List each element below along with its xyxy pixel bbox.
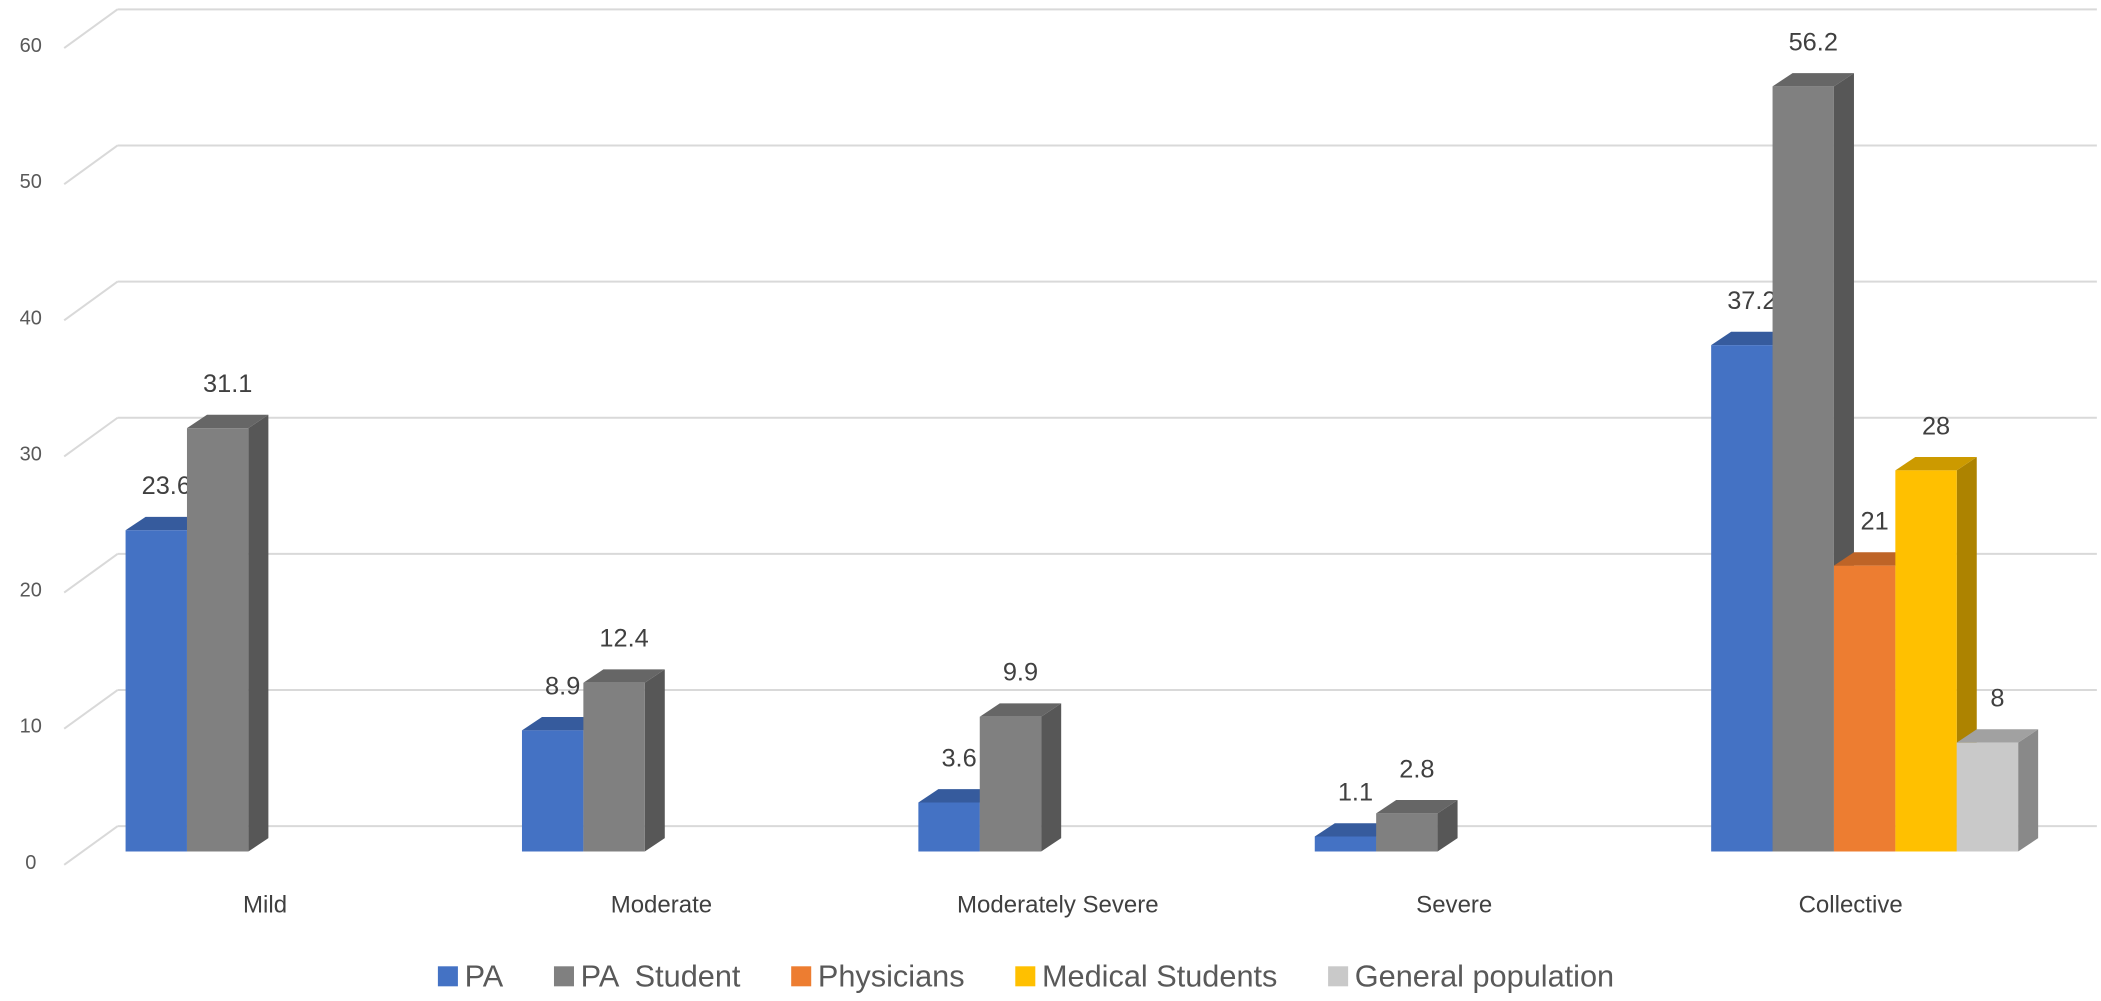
bar-front: [1956, 742, 2019, 852]
data-label: 12.4: [599, 625, 648, 653]
data-label: 28: [1922, 412, 1950, 440]
legend-swatch: [1328, 966, 1349, 987]
grid-line: [63, 144, 119, 185]
legend-label: General population: [1355, 958, 1614, 993]
bar-front: [1376, 813, 1438, 852]
bar: [979, 703, 1062, 852]
bar: [186, 414, 269, 852]
legend-label: PA Student: [581, 958, 741, 993]
legend-label: Physicians: [818, 958, 965, 993]
bar-top: [1711, 331, 1793, 346]
x-tick-label: Moderately Severe: [957, 892, 1159, 919]
grid-line: [63, 416, 119, 458]
data-label: 1.1: [1338, 779, 1373, 807]
bar-front: [918, 802, 980, 852]
legend-swatch: [437, 966, 458, 987]
legend-swatch: [1015, 966, 1036, 987]
bar-side: [1041, 703, 1062, 852]
bar-front: [186, 428, 249, 852]
bar-top: [979, 703, 1062, 717]
bar-top: [125, 516, 207, 531]
legend-label: Medical Students: [1042, 958, 1277, 993]
y-tick-label: 10: [20, 716, 42, 738]
legend-swatch: [553, 966, 574, 987]
bar-front: [521, 730, 584, 852]
x-tick-label: Severe: [1416, 892, 1492, 919]
grid-line: [63, 689, 119, 730]
data-label: 31.1: [203, 370, 252, 398]
grid-line: [63, 553, 119, 594]
bar: [583, 669, 665, 852]
legend-swatch: [791, 966, 812, 987]
bar-front: [1711, 345, 1773, 852]
bar-top: [186, 414, 269, 429]
data-label: 3.6: [941, 745, 976, 773]
legend-label: PA: [465, 958, 504, 993]
bar-front: [1314, 836, 1377, 852]
data-label: 23.6: [142, 472, 191, 500]
y-tick-label: 20: [20, 580, 42, 602]
bar-front: [1772, 86, 1834, 852]
bar-front: [1833, 565, 1896, 852]
y-tick-label: 0: [25, 852, 36, 874]
bar: [1956, 729, 2039, 852]
bar-top: [1314, 823, 1397, 837]
bar: [1376, 800, 1458, 852]
data-label: 2.8: [1399, 755, 1434, 783]
bar-front: [1895, 470, 1957, 852]
bar-side: [2018, 729, 2039, 852]
bar-top: [1956, 729, 2039, 743]
bar-front: [979, 716, 1042, 852]
bar-top: [1833, 552, 1916, 566]
y-tick-label: 50: [20, 171, 42, 193]
bar-top: [918, 789, 1000, 803]
bar-front: [125, 530, 187, 852]
grid-line: [63, 280, 119, 322]
data-label: 8.9: [545, 672, 580, 700]
bar-side: [1437, 800, 1458, 852]
bar-top: [521, 717, 604, 731]
data-label: 37.2: [1727, 287, 1776, 315]
bar-top: [1895, 456, 1977, 471]
y-tick-label: 60: [20, 35, 42, 57]
x-tick-label: Collective: [1799, 892, 1903, 919]
grid-line: [63, 8, 119, 49]
data-label: 56.2: [1789, 28, 1838, 56]
bar-top: [583, 669, 665, 683]
bar-side: [248, 414, 269, 852]
grid-line: [63, 825, 119, 866]
y-tick-label: 30: [20, 443, 42, 465]
bar-top: [1376, 800, 1458, 814]
bar-top: [1772, 73, 1854, 87]
data-label: 9.9: [1003, 659, 1038, 687]
data-label: 8: [1990, 685, 2004, 713]
y-tick-label: 40: [20, 307, 42, 329]
x-tick-label: Mild: [243, 892, 287, 919]
data-label: 21: [1861, 508, 1889, 536]
bar-side: [644, 669, 665, 852]
x-tick-label: Moderate: [611, 892, 712, 919]
bar-front: [583, 682, 645, 852]
